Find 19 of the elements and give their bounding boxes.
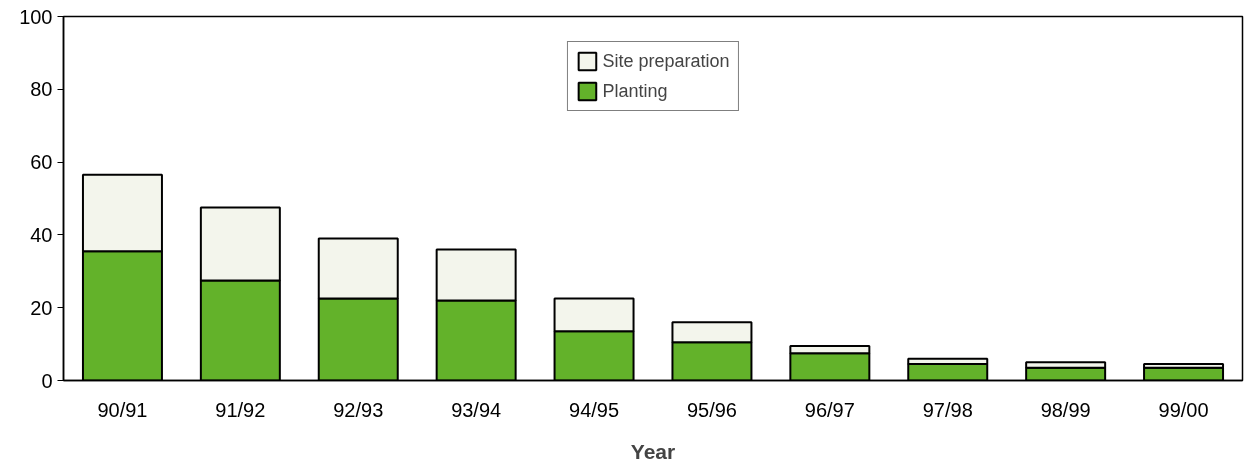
legend-label: Site preparation <box>602 50 730 72</box>
x-axis-title: Year <box>630 439 676 463</box>
x-tick-label: 96/97 <box>804 398 855 421</box>
y-tick-label: 40 <box>30 223 53 246</box>
x-tick-label: 90/91 <box>97 398 148 421</box>
y-tick-label: 0 <box>41 369 53 392</box>
y-tick-label: 60 <box>30 151 53 174</box>
x-tick-label: 94/95 <box>569 398 620 421</box>
legend-label: Planting <box>602 80 668 102</box>
y-tick-label: 80 <box>30 78 53 101</box>
x-tick-label: 92/93 <box>333 398 384 421</box>
x-tick-label: 98/99 <box>1040 398 1091 421</box>
x-tick-label: 99/00 <box>1158 398 1209 421</box>
x-tick-label: 95/96 <box>686 398 737 421</box>
x-tick-label: 93/94 <box>451 398 502 421</box>
x-tick-label: 97/98 <box>922 398 973 421</box>
y-tick-label: 100 <box>19 5 53 28</box>
y-tick-label: 20 <box>30 296 53 319</box>
x-tick-label: 91/92 <box>215 398 266 421</box>
